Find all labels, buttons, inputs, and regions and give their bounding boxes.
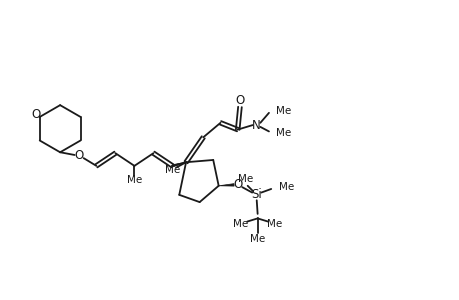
Text: N: N bbox=[252, 118, 261, 132]
Polygon shape bbox=[172, 162, 185, 167]
Text: Me: Me bbox=[164, 165, 180, 176]
Text: Me: Me bbox=[279, 182, 294, 192]
Polygon shape bbox=[218, 184, 234, 186]
Text: Me: Me bbox=[275, 128, 291, 138]
Text: O: O bbox=[31, 108, 41, 121]
Text: Si: Si bbox=[251, 188, 262, 201]
Text: Me: Me bbox=[249, 234, 265, 244]
Text: O: O bbox=[74, 149, 84, 162]
Text: O: O bbox=[233, 178, 242, 191]
Text: Me: Me bbox=[127, 176, 142, 185]
Text: Me: Me bbox=[232, 219, 247, 229]
Text: O: O bbox=[235, 94, 244, 107]
Text: Me: Me bbox=[275, 106, 291, 116]
Text: Me: Me bbox=[237, 174, 252, 184]
Text: Me: Me bbox=[267, 219, 282, 229]
